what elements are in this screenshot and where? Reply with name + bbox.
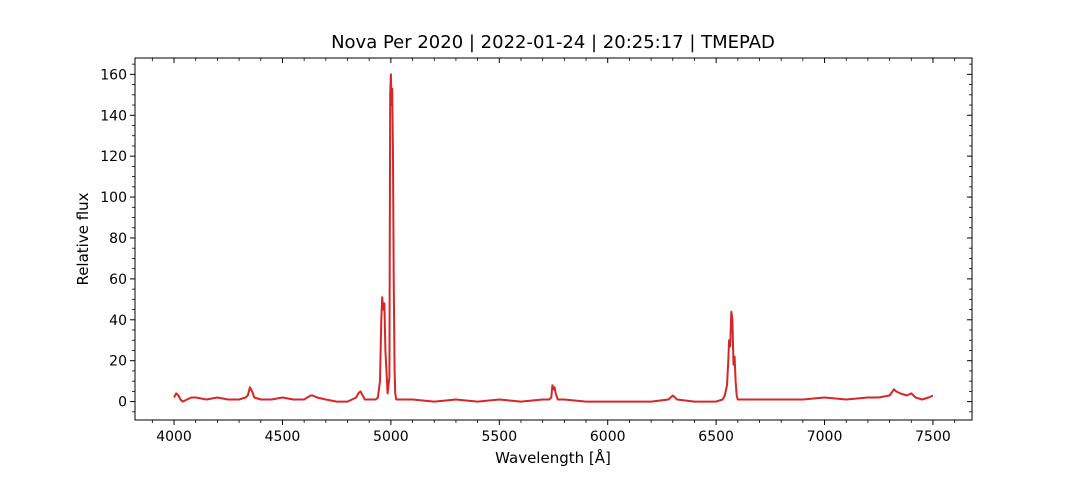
y-tick-label: 120 (100, 149, 127, 165)
x-tick-label: 5500 (481, 429, 517, 445)
x-tick-label: 7000 (807, 429, 843, 445)
series-line-1 (173, 73, 934, 403)
x-axis-label: Wavelength [Å] (495, 448, 611, 467)
y-tick-label: 100 (100, 190, 127, 206)
y-tick-label: 60 (109, 272, 127, 288)
plot-frame (134, 57, 973, 421)
y-tick-label: 140 (100, 108, 127, 124)
x-tick-label: 7500 (915, 429, 951, 445)
y-tick-label: 20 (109, 354, 127, 370)
y-axis-label: Relative flux (74, 192, 92, 285)
x-tick-label: 5000 (373, 429, 409, 445)
plot-area (173, 73, 934, 403)
y-tick-label: 80 (109, 231, 127, 247)
y-tick-label: 160 (100, 67, 127, 83)
axis-ticks: 4000 4500 5000 5500 6000 6500 7000 7500 0 20 40 60 8… (100, 58, 972, 445)
chart-title: Nova Per 2020 | 2022-01-24 | 20:25:17 | … (331, 32, 775, 53)
y-tick-label: 40 (109, 313, 127, 329)
x-tick-label: 6000 (590, 429, 626, 445)
y-tick-label: 0 (118, 395, 127, 411)
x-tick-label: 4000 (156, 429, 192, 445)
x-tick-label: 6500 (698, 429, 734, 445)
x-tick-label: 4500 (265, 429, 301, 445)
